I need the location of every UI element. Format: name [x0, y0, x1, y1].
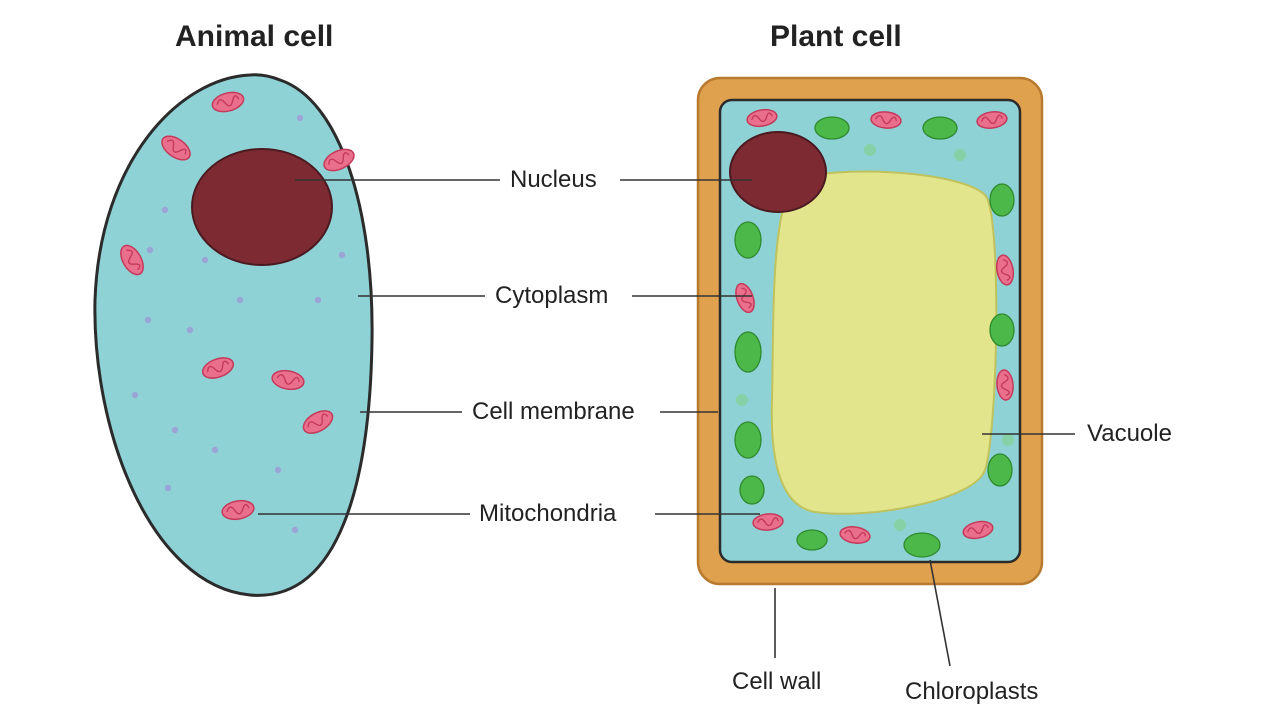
cell-diagram-svg [0, 0, 1280, 720]
